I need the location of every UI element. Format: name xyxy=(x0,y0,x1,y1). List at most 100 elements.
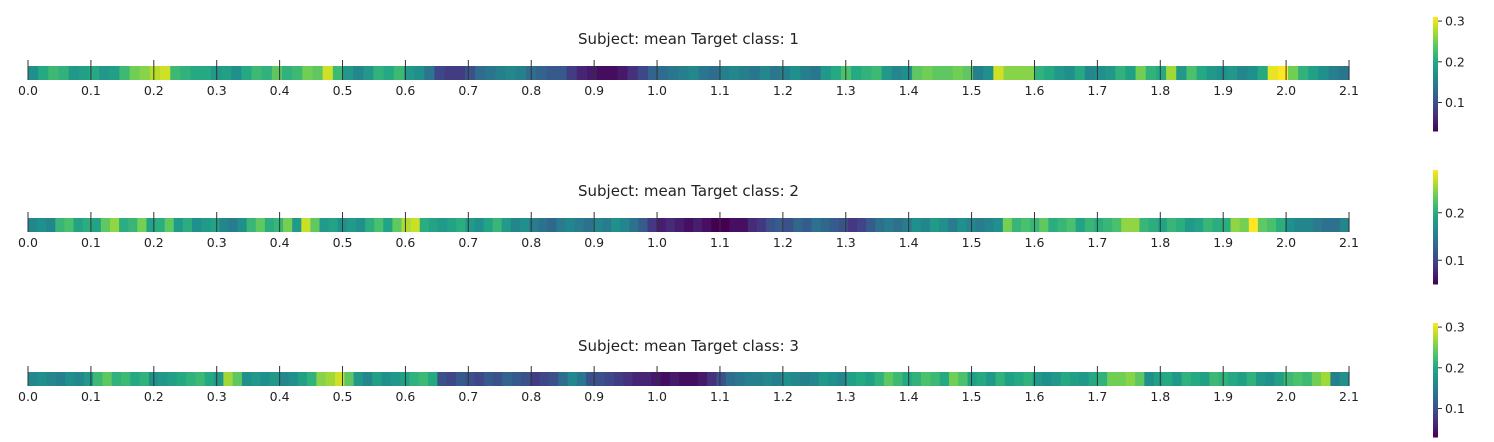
colorbar-segment xyxy=(1433,370,1438,373)
colorbar-segment xyxy=(1433,179,1438,182)
x-tick-label: 0.3 xyxy=(207,235,227,250)
heatmap-cell xyxy=(574,218,585,232)
colorbar-segment xyxy=(1433,215,1438,218)
colorbar-tick-label: 0.1 xyxy=(1445,253,1465,268)
heatmap-cell xyxy=(1267,218,1277,232)
x-tick-label: 0.6 xyxy=(395,235,415,250)
heatmap-cell xyxy=(1060,372,1071,386)
heatmap-cell xyxy=(495,66,507,80)
colorbar-segment xyxy=(1433,228,1438,232)
heatmap-cell xyxy=(139,372,150,386)
colorbar-segment xyxy=(1433,391,1438,394)
heatmap-cell xyxy=(68,66,80,80)
heatmap-cell xyxy=(975,218,986,232)
heatmap-cell xyxy=(893,218,904,232)
colorbar-segment xyxy=(1433,129,1438,132)
heatmap-cell xyxy=(292,66,303,80)
colorbar-segment xyxy=(1433,190,1438,194)
heatmap-cell xyxy=(282,66,293,80)
heatmap-cell xyxy=(1074,66,1086,80)
heatmap-cell xyxy=(922,66,933,80)
heatmap-cell xyxy=(100,218,111,232)
heatmap-cell xyxy=(660,372,671,386)
x-tick-label: 0.5 xyxy=(333,235,353,250)
colorbar-segment xyxy=(1433,20,1438,24)
colorbar-segment xyxy=(1433,62,1438,65)
colorbar-segment xyxy=(1433,77,1438,81)
heatmap-cell xyxy=(164,218,175,232)
colorbar-segment xyxy=(1433,253,1438,256)
colorbar-segment xyxy=(1433,70,1438,73)
heatmap-cell xyxy=(1004,372,1015,386)
heatmap-cell xyxy=(837,372,848,386)
x-tick-label: 1.6 xyxy=(1025,83,1045,98)
colorbar-segment xyxy=(1433,404,1438,408)
heatmap-cell xyxy=(1121,218,1131,232)
heatmap-cell xyxy=(912,66,923,80)
colorbar-segment xyxy=(1433,227,1438,230)
heatmap-cell xyxy=(838,218,849,232)
colorbar-segment xyxy=(1433,58,1438,62)
heatmap-cell xyxy=(1274,372,1285,386)
heatmap-cell xyxy=(121,372,131,386)
heatmap-cell xyxy=(656,218,667,232)
heatmap-cell xyxy=(219,218,230,232)
heatmap-cell xyxy=(902,218,913,232)
heatmap-cell xyxy=(1257,66,1269,80)
colorbar-segment xyxy=(1433,246,1438,249)
colorbar-segment xyxy=(1433,98,1438,102)
heatmap-cell xyxy=(200,66,212,80)
heatmap-cell xyxy=(830,66,842,80)
colorbar-segment xyxy=(1433,412,1438,415)
heatmap-cell xyxy=(1321,218,1332,232)
heatmap-cell xyxy=(1221,218,1232,232)
colorbar-segment xyxy=(1433,24,1438,27)
heatmap-cell xyxy=(865,372,876,386)
colorbar-segment xyxy=(1433,427,1438,430)
heatmap-cell xyxy=(1112,218,1122,232)
x-tick-label: 0.5 xyxy=(333,389,353,404)
heatmap-cell xyxy=(957,218,967,232)
heatmap-cell xyxy=(37,372,48,386)
heatmap-cell xyxy=(510,218,521,232)
heatmap-cell xyxy=(474,372,485,386)
x-tick-label: 1.9 xyxy=(1213,235,1233,250)
colorbar-segment xyxy=(1433,381,1438,385)
heatmap-cell xyxy=(629,218,639,232)
heatmap-cell xyxy=(1330,372,1341,386)
heatmap-cell xyxy=(475,66,486,80)
heatmap-cell xyxy=(911,372,922,386)
colorbar-segment xyxy=(1433,334,1438,337)
x-tick-label: 1.3 xyxy=(836,389,856,404)
heatmap-cell xyxy=(538,218,548,232)
x-tick-label: 1.4 xyxy=(899,389,919,404)
heatmap-cell xyxy=(861,66,873,80)
colorbar-segment xyxy=(1433,345,1438,349)
heatmap-cell xyxy=(393,66,405,80)
heatmap-cell xyxy=(973,66,984,80)
heatmap-cell xyxy=(82,218,93,232)
heatmap-cell xyxy=(983,66,994,80)
heatmap-cell xyxy=(403,66,415,80)
heatmap-cell xyxy=(1023,372,1034,386)
heatmap-cell xyxy=(576,372,587,386)
heatmap-cell xyxy=(334,372,345,386)
heatmap-cell xyxy=(530,372,541,386)
colorbar-segment xyxy=(1433,43,1438,46)
heatmap-cell xyxy=(1276,218,1286,232)
colorbar-segment xyxy=(1433,402,1438,406)
heatmap-cell xyxy=(428,372,438,386)
heatmap-cell xyxy=(1212,218,1223,232)
colorbar-segment xyxy=(1433,423,1438,427)
heatmap-cell xyxy=(637,66,649,80)
heatmap-cell xyxy=(993,218,1004,232)
heatmap-cell xyxy=(1079,372,1090,386)
heatmap-cell xyxy=(948,218,958,232)
heatmap-cell xyxy=(111,372,122,386)
heatmap-cell xyxy=(1293,372,1304,386)
heatmap-cell xyxy=(995,372,1006,386)
colorbar-segment xyxy=(1433,425,1438,428)
heatmap-cell xyxy=(237,218,248,232)
heatmap-cell xyxy=(28,218,38,232)
heatmap-cell xyxy=(1257,218,1268,232)
